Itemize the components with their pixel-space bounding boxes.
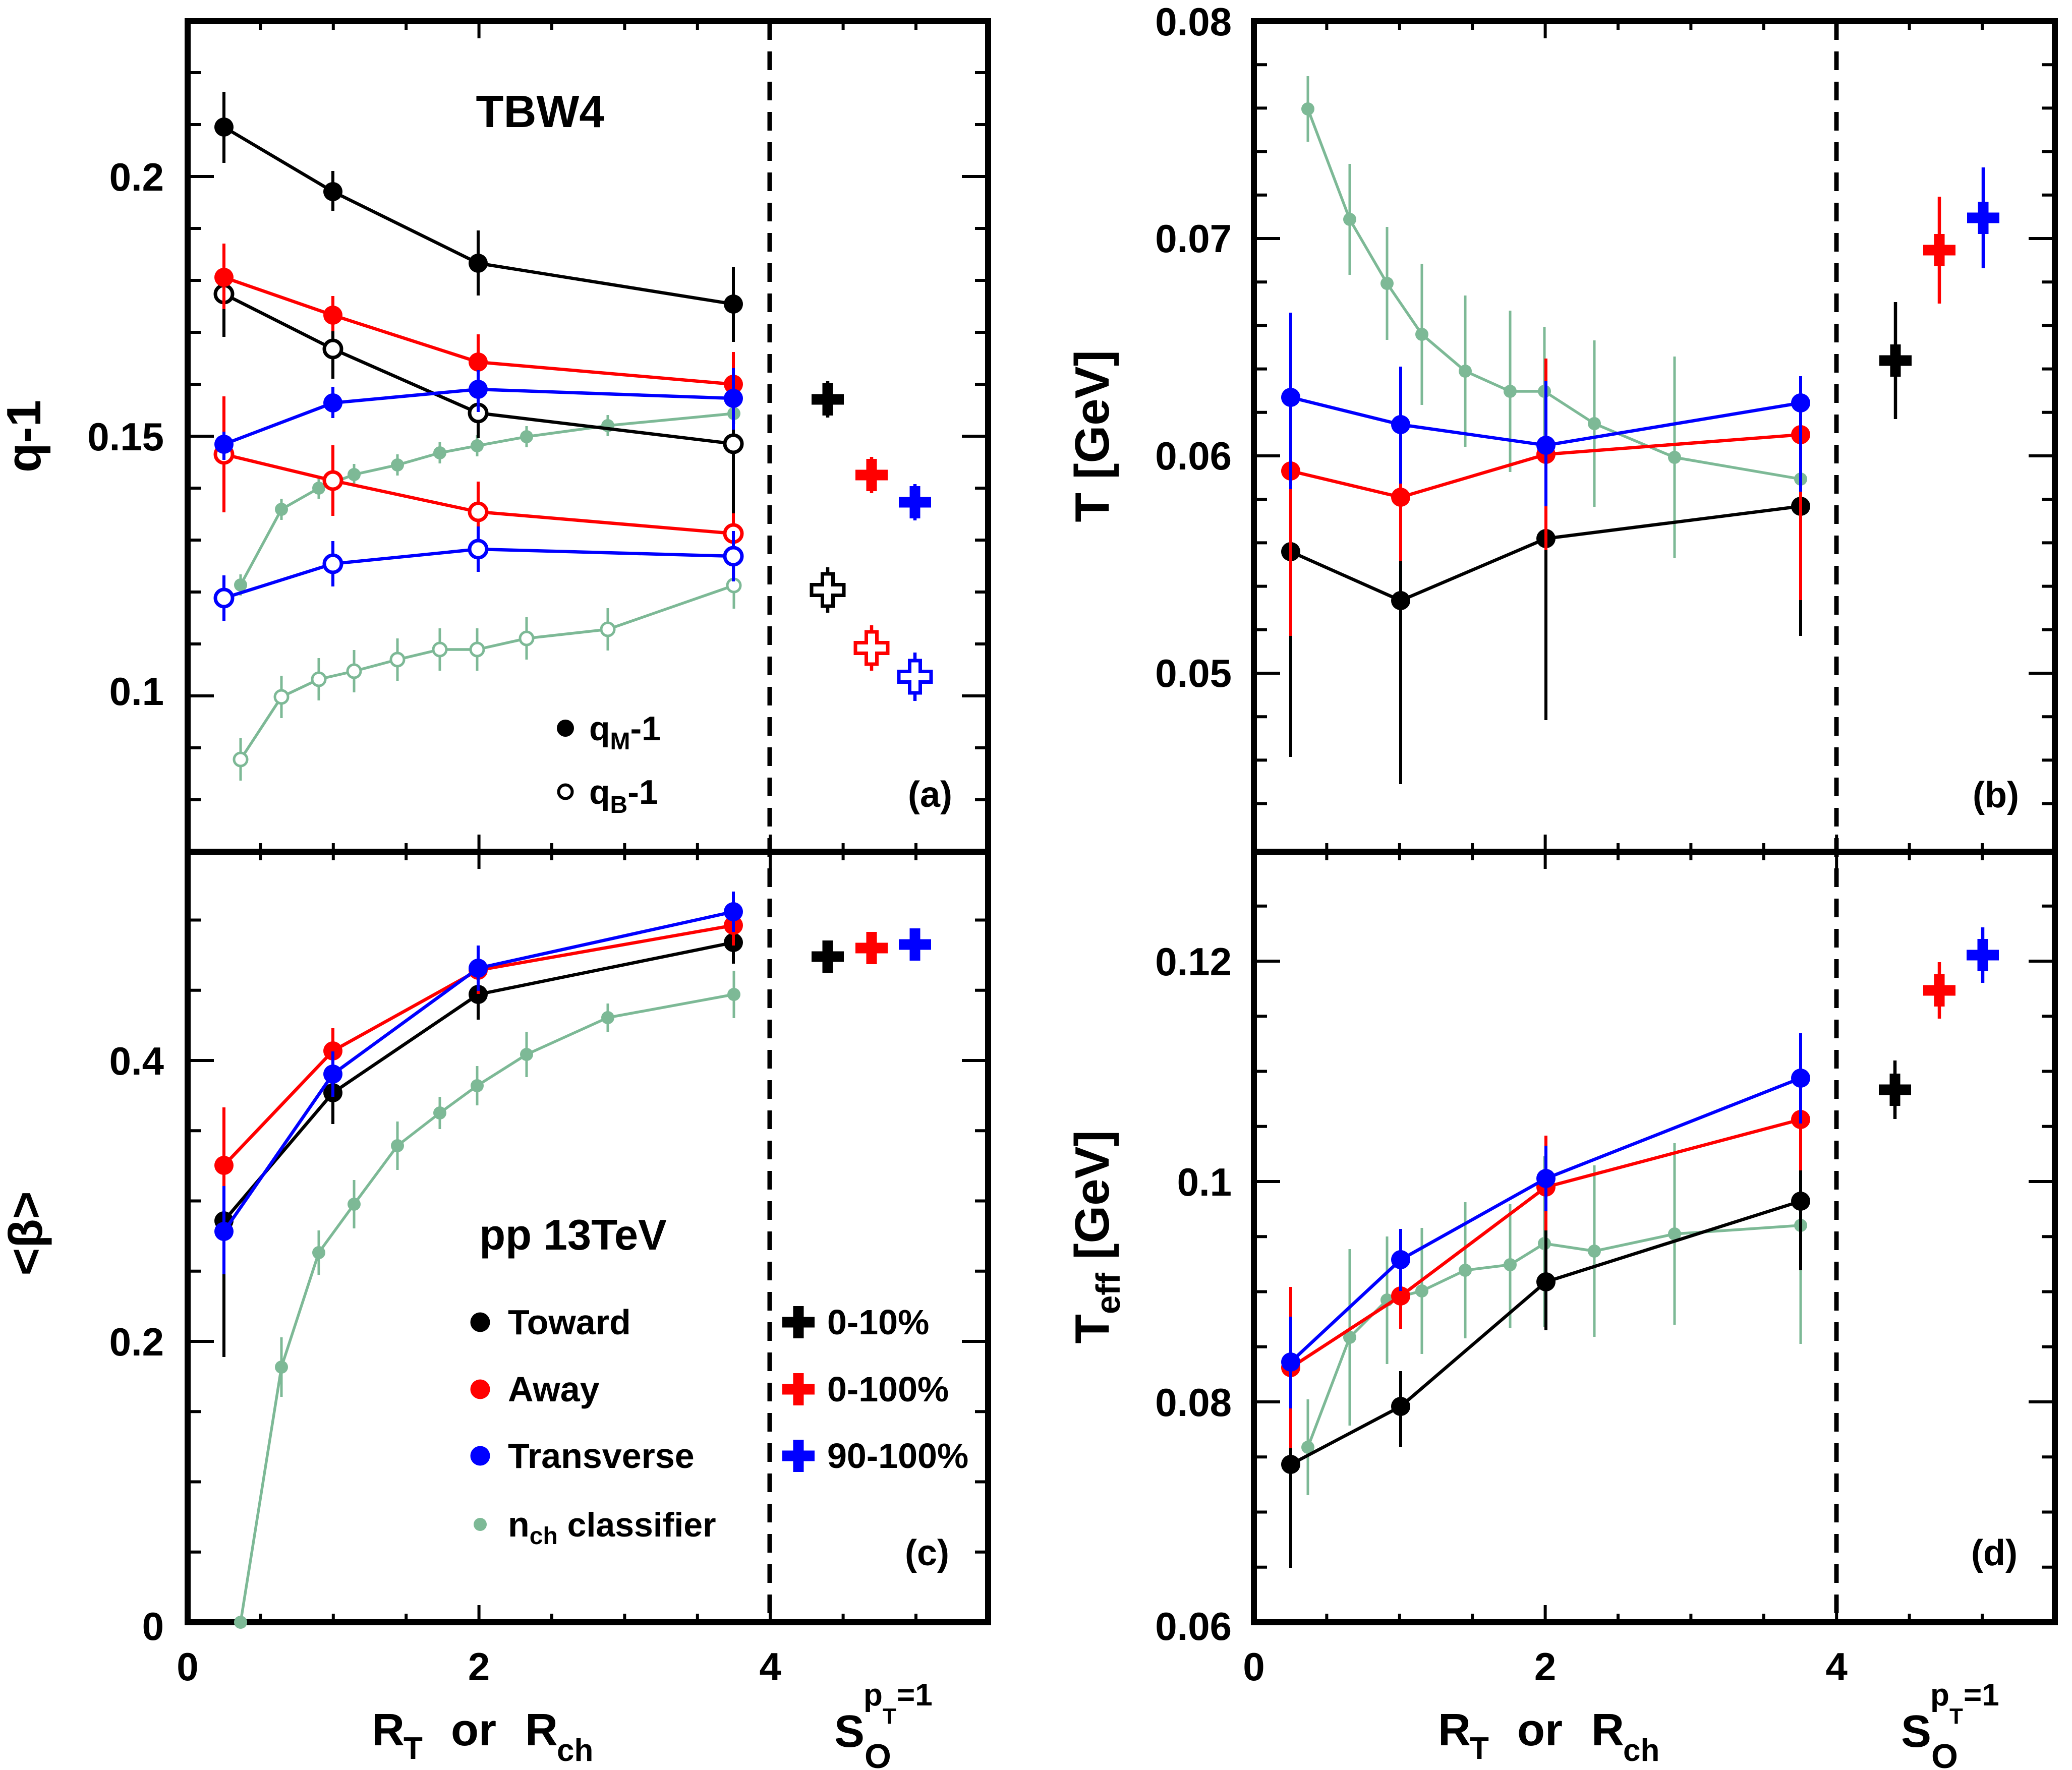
svg-text:0.1: 0.1 bbox=[1177, 1160, 1232, 1204]
svg-text:0: 0 bbox=[1243, 1644, 1264, 1689]
svg-text:<β>: <β> bbox=[0, 1191, 52, 1275]
svg-text:T: T bbox=[883, 1704, 896, 1729]
svg-text:T: T bbox=[1470, 1731, 1489, 1766]
svg-text:R: R bbox=[1438, 1705, 1471, 1755]
svg-text:90-100%: 90-100% bbox=[827, 1436, 968, 1476]
svg-text:O: O bbox=[865, 1737, 891, 1770]
svg-text:(a): (a) bbox=[908, 775, 952, 815]
svg-text:0-10%: 0-10% bbox=[827, 1303, 929, 1342]
svg-text:O: O bbox=[1931, 1737, 1958, 1770]
svg-text:q-1: q-1 bbox=[0, 400, 51, 473]
svg-text:T [GeV]: T [GeV] bbox=[1065, 350, 1119, 522]
svg-text:2: 2 bbox=[1534, 1644, 1556, 1689]
svg-text:T: T bbox=[404, 1731, 423, 1766]
svg-text:=1: =1 bbox=[1964, 1678, 1999, 1713]
svg-text:4: 4 bbox=[760, 1644, 781, 1689]
svg-text:R: R bbox=[525, 1705, 558, 1755]
svg-text:TBW4: TBW4 bbox=[476, 87, 605, 137]
svg-text:S: S bbox=[834, 1706, 865, 1757]
svg-text:p: p bbox=[1930, 1678, 1949, 1713]
svg-text:(c): (c) bbox=[905, 1533, 949, 1573]
svg-text:ch: ch bbox=[557, 1733, 593, 1768]
svg-text:2: 2 bbox=[468, 1644, 490, 1689]
svg-text:0.1: 0.1 bbox=[109, 669, 164, 714]
svg-text:0.12: 0.12 bbox=[1155, 939, 1232, 984]
svg-text:p: p bbox=[864, 1678, 883, 1713]
svg-text:0-100%: 0-100% bbox=[827, 1370, 949, 1409]
svg-text:=1: =1 bbox=[897, 1678, 933, 1713]
svg-text:(b): (b) bbox=[1973, 775, 2019, 815]
svg-text:T: T bbox=[1949, 1704, 1963, 1729]
svg-text:R: R bbox=[372, 1705, 405, 1755]
svg-text:0.08: 0.08 bbox=[1155, 1380, 1232, 1425]
svg-text:or: or bbox=[451, 1705, 496, 1755]
svg-text:0: 0 bbox=[142, 1604, 164, 1648]
svg-text:0.2: 0.2 bbox=[109, 155, 164, 199]
svg-text:or: or bbox=[1517, 1705, 1563, 1755]
svg-text:0: 0 bbox=[177, 1644, 198, 1689]
svg-text:(d): (d) bbox=[1971, 1533, 2018, 1573]
svg-text:0.08: 0.08 bbox=[1155, 0, 1232, 44]
svg-text:0.07: 0.07 bbox=[1155, 216, 1232, 261]
svg-text:0.06: 0.06 bbox=[1155, 1604, 1232, 1648]
svg-text:S: S bbox=[1901, 1706, 1931, 1757]
svg-text:R: R bbox=[1591, 1705, 1624, 1755]
svg-text:0.4: 0.4 bbox=[109, 1039, 164, 1083]
svg-text:Transverse: Transverse bbox=[508, 1436, 695, 1476]
svg-text:Toward: Toward bbox=[508, 1303, 631, 1342]
svg-text:0.05: 0.05 bbox=[1155, 651, 1232, 695]
svg-text:0.15: 0.15 bbox=[87, 415, 164, 459]
svg-text:0.06: 0.06 bbox=[1155, 434, 1232, 478]
svg-text:Away: Away bbox=[508, 1370, 600, 1409]
svg-text:0.2: 0.2 bbox=[109, 1320, 164, 1364]
svg-text:4: 4 bbox=[1826, 1644, 1848, 1689]
svg-text:pp 13TeV: pp 13TeV bbox=[479, 1211, 667, 1259]
svg-text:ch: ch bbox=[1623, 1733, 1659, 1768]
